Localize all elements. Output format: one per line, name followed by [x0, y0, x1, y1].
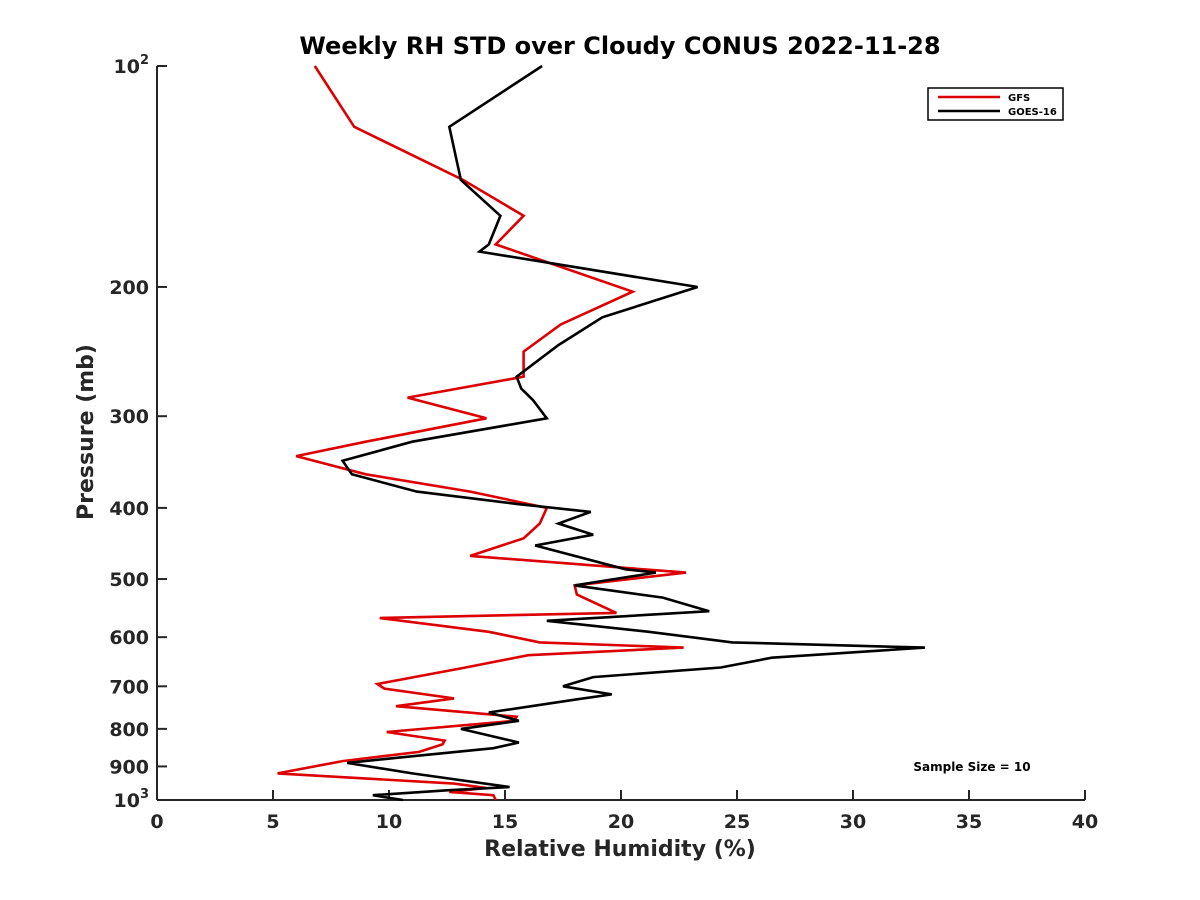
y-tick-label: 200 — [109, 277, 149, 299]
y-tick-label: 700 — [109, 676, 149, 698]
y-tick-label: 400 — [109, 498, 149, 520]
series-line-goes16 — [340, 64, 925, 802]
legend-label-goes16: GOES-16 — [1008, 107, 1057, 118]
y-tick-label: 102 — [114, 53, 150, 78]
y-tick-label: 600 — [109, 627, 149, 649]
x-tick-label: 10 — [376, 811, 402, 833]
y-tick-label: 800 — [109, 719, 149, 741]
x-axis-label: Relative Humidity (%) — [484, 837, 756, 862]
x-tick-label: 40 — [1072, 811, 1098, 833]
x-ticks: 0 5 10 15 20 25 30 35 40 — [150, 790, 1098, 833]
x-tick-label: 0 — [150, 811, 163, 833]
y-tick-label: 103 — [114, 787, 150, 812]
chart-title: Weekly RH STD over Cloudy CONUS 2022-11-… — [299, 32, 940, 60]
legend-label-gfs: GFS — [1008, 93, 1030, 104]
legend: GFS GOES-16 — [927, 87, 1064, 121]
sample-size-annotation: Sample Size = 10 — [913, 760, 1030, 774]
x-tick-label: 5 — [266, 811, 279, 833]
legend-box — [927, 87, 1064, 121]
x-tick-label: 30 — [840, 811, 866, 833]
x-tick-label: 35 — [956, 811, 982, 833]
x-tick-label: 25 — [724, 811, 750, 833]
series-line-gfs — [277, 65, 687, 801]
axes — [156, 66, 1085, 801]
y-tick-label: 900 — [109, 756, 149, 778]
x-tick-label: 20 — [608, 811, 634, 833]
series-lines — [277, 64, 925, 802]
y-tick-label: 300 — [109, 406, 149, 428]
y-axis-label: Pressure (mb) — [74, 344, 99, 520]
y-ticks: 102 200 300 400 500 600 700 800 900 103 — [109, 53, 167, 812]
x-tick-label: 15 — [492, 811, 518, 833]
y-tick-label: 500 — [109, 569, 149, 591]
